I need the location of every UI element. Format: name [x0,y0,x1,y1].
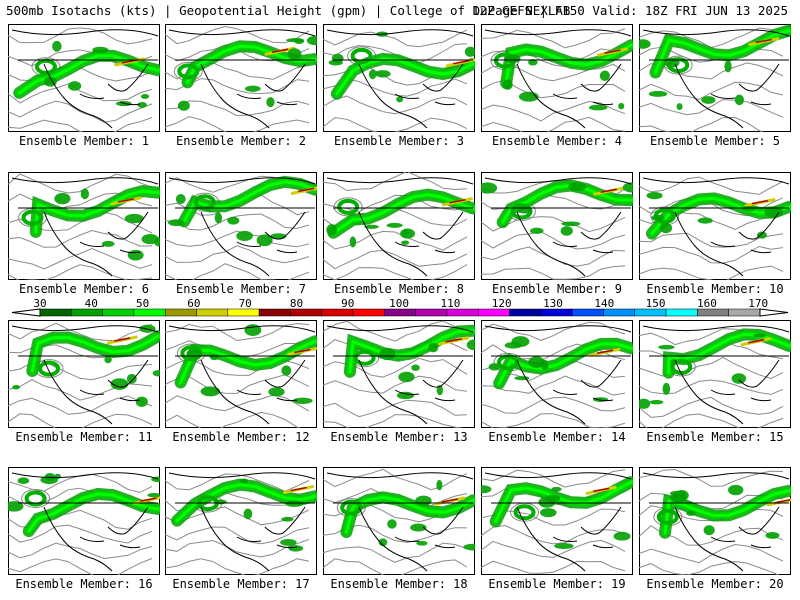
ensemble-member-label: Ensemble Member: 10 [646,282,784,296]
coastlines-borders [168,177,316,277]
isotach-map [639,172,791,280]
isotach-shading [12,324,160,407]
ensemble-member-label: Ensemble Member: 14 [488,430,626,444]
ensemble-member-panel: Ensemble Member: 11 [8,320,160,444]
isotach-shading [481,476,633,549]
coastlines-borders [168,472,316,572]
ensemble-member-panel: Ensemble Member: 4 [481,24,633,148]
isotach-map [639,467,791,575]
isotach-shading [326,188,475,248]
ensemble-member-label: Ensemble Member: 2 [175,134,307,148]
ensemble-member-label: Ensemble Member: 16 [15,577,153,591]
ensemble-member-label: Ensemble Member: 13 [330,430,468,444]
header-run-valid-time: 12Z GEFS | F150 Valid: 18Z FRI JUN 13 20… [471,3,788,18]
ensemble-member-label: Ensemble Member: 17 [172,577,310,591]
map-header: 500mb Isotachs (kts) | Geopotential Heig… [6,2,796,20]
ensemble-member-panel: Ensemble Member: 16 [8,467,160,591]
isotach-map [8,172,160,280]
ensemble-member-panel: Ensemble Member: 19 [481,467,633,591]
ensemble-member-panel: Ensemble Member: 6 [8,172,160,296]
coastlines-borders [11,472,159,572]
isotach-shading [645,192,791,240]
ensemble-member-label: Ensemble Member: 19 [488,577,626,591]
ensemble-member-label: Ensemble Member: 6 [18,282,150,296]
isotach-map [165,320,317,428]
isotach-map [481,467,633,575]
coastlines-borders [168,29,316,129]
coastlines-borders [484,29,632,129]
height-contours [8,322,153,428]
isotach-map [165,467,317,575]
isotach-map [323,172,475,280]
ensemble-member-panel: Ensemble Member: 8 [323,172,475,296]
isotach-map [481,172,633,280]
ensemble-member-label: Ensemble Member: 20 [646,577,784,591]
isotach-map [481,24,633,132]
isotach-map [8,24,160,132]
ensemble-member-panel: Ensemble Member: 14 [481,320,633,444]
isotach-map [165,172,317,280]
isotach-map [323,467,475,575]
coastlines-borders [642,29,790,129]
isotach-shading [13,40,160,108]
ensemble-member-label: Ensemble Member: 3 [333,134,465,148]
ensemble-member-label: Ensemble Member: 12 [172,430,310,444]
ensemble-member-panel: Ensemble Member: 18 [323,467,475,591]
coastlines-borders [11,29,159,129]
isotach-map [323,320,475,428]
ensemble-member-label: Ensemble Member: 11 [15,430,153,444]
ensemble-member-panel: Ensemble Member: 3 [323,24,475,148]
ensemble-member-label: Ensemble Member: 5 [649,134,781,148]
ensemble-member-label: Ensemble Member: 1 [18,134,150,148]
ensemble-member-label: Ensemble Member: 7 [175,282,307,296]
isotach-map [323,24,475,132]
ensemble-member-panel: Ensemble Member: 10 [639,172,791,296]
ensemble-member-panel: Ensemble Member: 13 [323,320,475,444]
ensemble-member-label: Ensemble Member: 15 [646,430,784,444]
coastlines-borders [326,325,474,425]
coastlines-borders [642,177,790,277]
ensemble-member-panel: Ensemble Member: 20 [639,467,791,591]
coastlines-borders [11,177,159,277]
coastlines-borders [484,325,632,425]
ensemble-member-panel: Ensemble Member: 1 [8,24,160,148]
isotach-map [639,320,791,428]
isotach-shading [174,324,317,404]
isotach-map [165,24,317,132]
isotach-shading [481,179,633,236]
ensemble-member-panel: Ensemble Member: 7 [165,172,317,296]
ensemble-member-label: Ensemble Member: 9 [491,282,623,296]
ensemble-member-panel: Ensemble Member: 5 [639,24,791,148]
coastlines-borders [484,472,632,572]
isotach-map [639,24,791,132]
ensemble-member-label: Ensemble Member: 4 [491,134,623,148]
isotach-shading [343,324,475,400]
ensemble-member-panel: Ensemble Member: 2 [165,24,317,148]
coastlines-borders [326,29,474,129]
isotach-shading [639,328,791,409]
ensemble-member-label: Ensemble Member: 8 [333,282,465,296]
coastlines-borders [642,325,790,425]
isotach-shading [168,175,317,247]
coastlines-borders [11,325,159,425]
ensemble-member-panel: Ensemble Member: 17 [165,467,317,591]
isotach-map [8,320,160,428]
coastlines-borders [642,472,790,572]
coastlines-borders [168,325,316,425]
ensemble-member-label: Ensemble Member: 18 [330,577,468,591]
header-product-title: 500mb Isotachs (kts) | Geopotential Heig… [6,3,571,18]
ensemble-member-panel: Ensemble Member: 9 [481,172,633,296]
isotach-map [8,467,160,575]
ensemble-member-panel: Ensemble Member: 12 [165,320,317,444]
ensemble-member-panel: Ensemble Member: 15 [639,320,791,444]
coastlines-borders [326,472,474,572]
coastlines-borders [484,177,632,277]
coastlines-borders [326,177,474,277]
isotach-map [481,320,633,428]
